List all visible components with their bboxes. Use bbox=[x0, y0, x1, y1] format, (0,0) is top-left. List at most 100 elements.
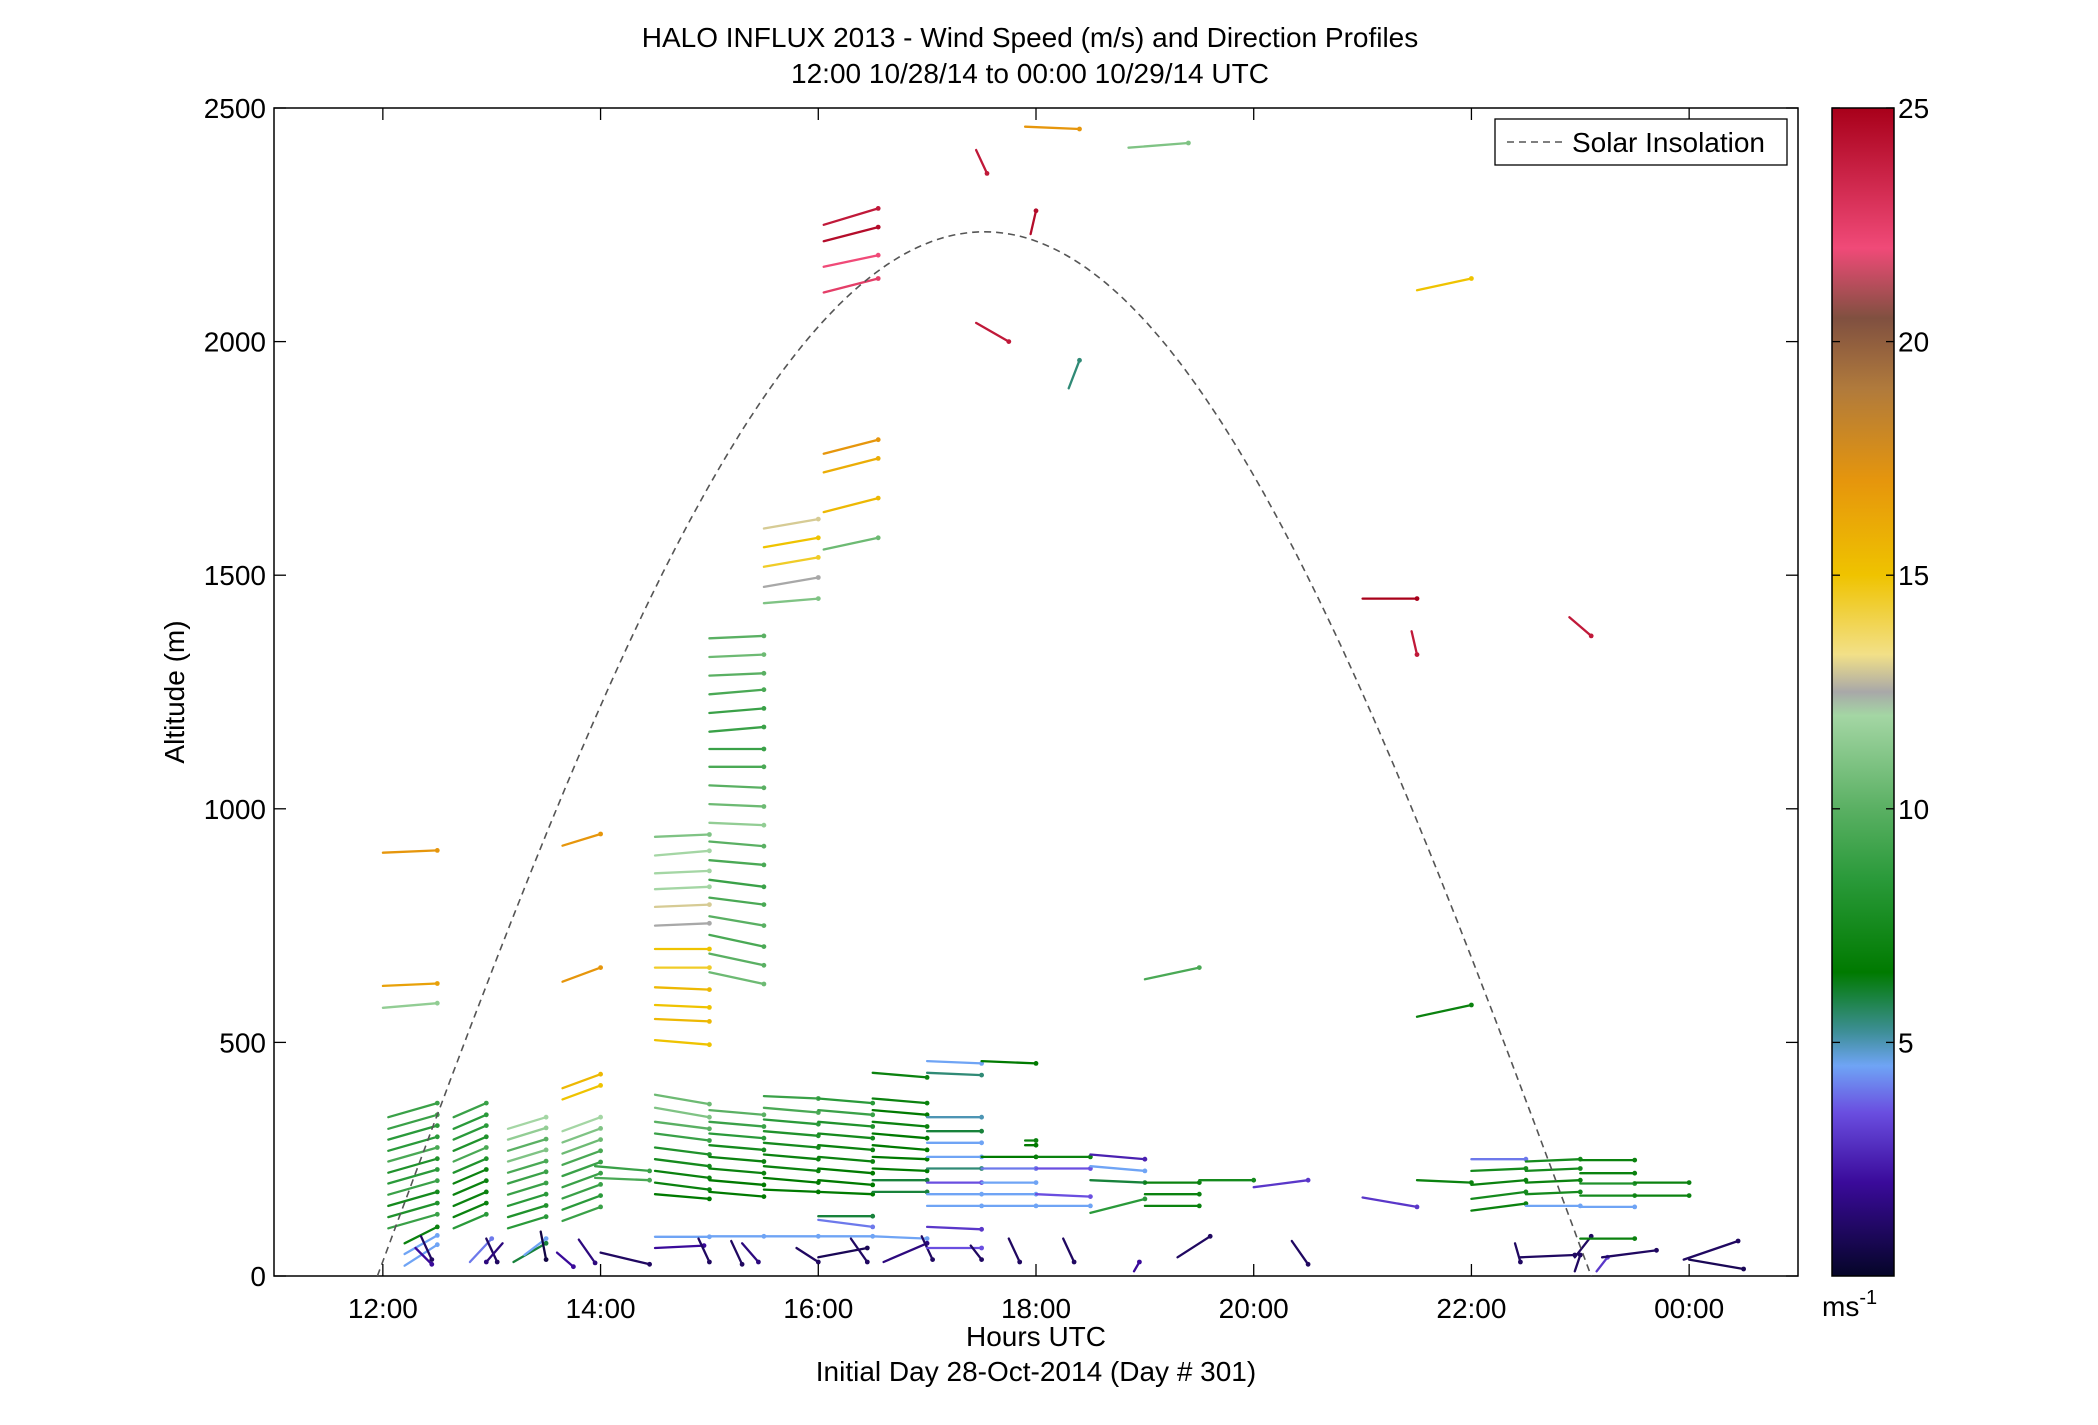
wind-arrow-head bbox=[1077, 126, 1082, 132]
wind-arrow-shaft bbox=[387, 1135, 439, 1152]
wind-arrow-head bbox=[707, 1163, 712, 1169]
wind-arrow-shaft bbox=[506, 1116, 548, 1130]
wind-arrow-head bbox=[543, 1169, 549, 1175]
wind-arrow-shaft bbox=[1415, 1179, 1473, 1184]
x-tick-label: 20:00 bbox=[1219, 1293, 1289, 1324]
wind-arrow-head bbox=[870, 1213, 876, 1219]
wind-arrow-shaft bbox=[1089, 1197, 1147, 1215]
wind-arrow-shaft bbox=[925, 1059, 983, 1065]
wind-arrow-head bbox=[1196, 965, 1202, 970]
wind-arrow-shaft bbox=[485, 1242, 504, 1264]
wind-arrow-head bbox=[598, 1170, 603, 1176]
colorbar-unit-exponent: -1 bbox=[1859, 1287, 1877, 1309]
wind-arrow-head bbox=[434, 1189, 440, 1195]
x-axis-label: Hours UTC bbox=[966, 1321, 1106, 1352]
wind-arrow-shaft bbox=[1062, 1237, 1076, 1264]
wind-arrow-shaft bbox=[882, 1242, 929, 1264]
wind-arrow-shaft bbox=[506, 1148, 548, 1163]
wind-arrow-head bbox=[434, 1134, 440, 1140]
wind-arrow-head bbox=[875, 224, 881, 230]
wind-arrow-head bbox=[815, 535, 821, 541]
wind-arrow-head bbox=[815, 555, 821, 560]
wind-arrow-shaft bbox=[561, 1183, 602, 1200]
wind-arrow-shaft bbox=[1143, 966, 1201, 981]
wind-arrow-shaft bbox=[653, 1132, 711, 1142]
wind-arrow-shaft bbox=[762, 576, 820, 589]
wind-arrow-shaft bbox=[506, 1181, 548, 1196]
wind-arrow-head bbox=[930, 1257, 935, 1262]
wind-arrow-shaft bbox=[762, 556, 820, 568]
wind-arrow-head bbox=[1632, 1170, 1638, 1176]
wind-arrow-shaft bbox=[708, 821, 766, 827]
wind-arrow-head bbox=[979, 1245, 984, 1251]
wind-arrow-head bbox=[707, 1196, 712, 1202]
wind-arrow-head bbox=[761, 1135, 767, 1141]
wind-arrow-shaft bbox=[1067, 359, 1081, 390]
wind-arrow-shaft bbox=[974, 321, 1010, 343]
colorbar-unit-label: ms bbox=[1822, 1291, 1859, 1322]
wind-arrow-head bbox=[875, 495, 881, 501]
wind-arrow-head bbox=[1251, 1177, 1257, 1183]
wind-arrow-shaft bbox=[871, 1097, 929, 1105]
wind-arrow-head bbox=[592, 1260, 598, 1266]
wind-arrow-head bbox=[1577, 1166, 1583, 1171]
wind-arrow-shaft bbox=[653, 1017, 711, 1023]
wind-arrow-head bbox=[483, 1200, 489, 1206]
wind-arrow-shaft bbox=[708, 725, 766, 733]
y-tick-label: 2000 bbox=[204, 327, 266, 358]
wind-arrow-shaft bbox=[822, 536, 880, 551]
wind-arrow-shaft bbox=[452, 1113, 488, 1130]
wind-arrow-head bbox=[761, 785, 767, 791]
wind-arrow-head bbox=[434, 1100, 440, 1106]
wind-arrow-head bbox=[707, 1138, 712, 1143]
wind-arrow-shaft bbox=[577, 1238, 597, 1265]
wind-arrow-shaft bbox=[653, 833, 711, 838]
wind-arrow-shaft bbox=[925, 1071, 983, 1077]
wind-arrow-head bbox=[761, 687, 767, 693]
wind-arrow-shaft bbox=[561, 1073, 602, 1090]
wind-arrow-shaft bbox=[708, 878, 766, 888]
wind-arrow-shaft bbox=[653, 849, 711, 857]
wind-arrow-head bbox=[1006, 339, 1012, 344]
wind-arrow-head bbox=[707, 987, 712, 992]
wind-arrow-shaft bbox=[1524, 1179, 1582, 1184]
wind-arrow-shaft bbox=[561, 1160, 602, 1178]
wind-arrow-head bbox=[434, 1167, 440, 1172]
wind-arrow-head bbox=[875, 535, 881, 541]
wind-arrow-shaft bbox=[653, 1003, 711, 1009]
wind-arrow-shaft bbox=[506, 1159, 548, 1174]
wind-arrow-head bbox=[1686, 1180, 1692, 1185]
wind-arrow-head bbox=[761, 884, 767, 890]
wind-arrow-shaft bbox=[708, 840, 766, 848]
wind-arrow-head bbox=[483, 1100, 489, 1106]
wind-arrow-shaft bbox=[1573, 1253, 1582, 1273]
wind-arrow-head bbox=[924, 1168, 930, 1174]
wind-arrow-shaft bbox=[1415, 277, 1473, 292]
wind-arrow-head bbox=[1414, 596, 1420, 601]
wind-arrow-head bbox=[761, 670, 767, 676]
wind-arrow-head bbox=[543, 1240, 549, 1246]
wind-arrow-shaft bbox=[1513, 1242, 1522, 1264]
wind-arrow-shaft bbox=[539, 1230, 548, 1261]
wind-arrow-shaft bbox=[452, 1124, 488, 1141]
wind-arrow-head bbox=[543, 1203, 549, 1208]
wind-arrow-shaft bbox=[414, 1246, 433, 1266]
wind-arrow-shaft bbox=[1470, 1179, 1528, 1187]
wind-arrow-head bbox=[483, 1211, 489, 1217]
wind-arrow-head bbox=[483, 1123, 489, 1128]
wind-arrow-head bbox=[1088, 1203, 1093, 1209]
wind-arrow-shaft bbox=[762, 1188, 820, 1194]
wind-arrow-shaft bbox=[653, 1106, 711, 1119]
wind-arrow-head bbox=[761, 862, 767, 868]
wind-arrow-shaft bbox=[653, 1193, 711, 1201]
wind-arrow-head bbox=[543, 1125, 549, 1131]
wind-arrow-head bbox=[1305, 1261, 1311, 1267]
wind-arrow-head bbox=[571, 1264, 576, 1270]
wind-arrow-head bbox=[494, 1259, 500, 1265]
wind-arrow-shaft bbox=[1034, 1193, 1092, 1198]
wind-arrow-head bbox=[870, 1100, 876, 1106]
wind-arrow-shaft bbox=[817, 1108, 874, 1116]
wind-arrow-shaft bbox=[871, 1120, 929, 1128]
wind-arrow-shaft bbox=[817, 1155, 874, 1163]
y-tick-label: 0 bbox=[250, 1261, 266, 1292]
